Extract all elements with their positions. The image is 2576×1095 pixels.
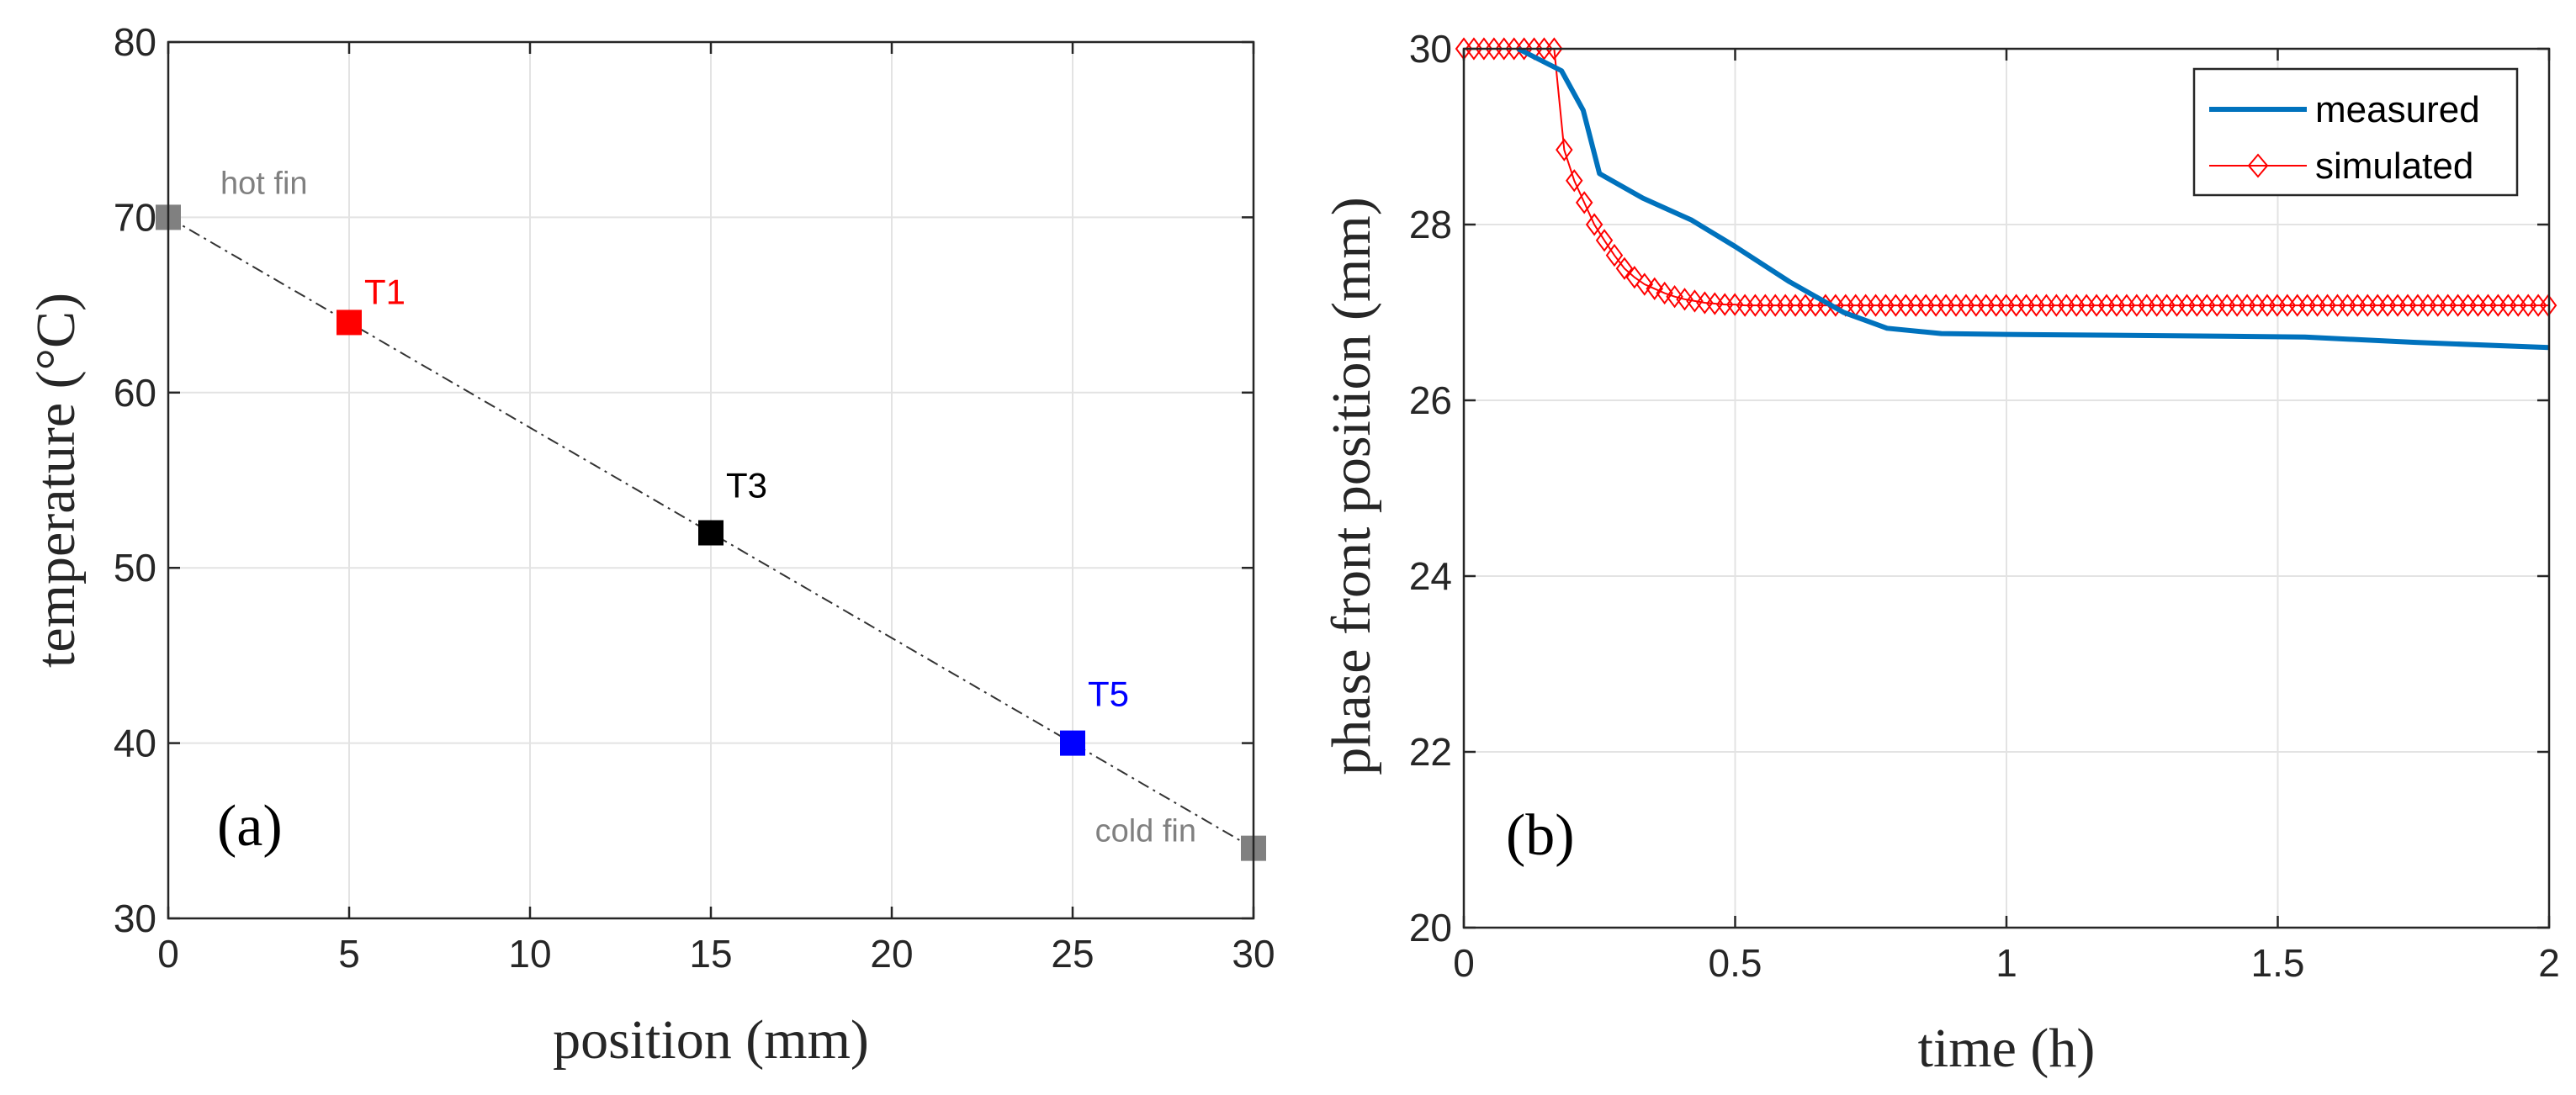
y-tick-label: 50	[114, 546, 156, 590]
panel-b: 0 0.5 1 1.5 2 20 22 24 26 28 30 (b) time (h) phas…	[1321, 27, 2560, 1079]
y-tick-label: 30	[1409, 27, 1452, 71]
x-tick-label: 20	[870, 932, 913, 976]
simulated-marker	[1635, 272, 1654, 296]
simulated-marker	[1595, 229, 1614, 252]
panel-b-axes-box	[1462, 47, 2551, 929]
point-t5	[1060, 730, 1085, 756]
y-tick-label: 30	[114, 897, 156, 940]
y-tick-label: 22	[1409, 730, 1452, 774]
panel-a-y-ticks: 30 40 50 60 70 80	[114, 20, 1254, 940]
x-tick-label: 1	[1996, 941, 2017, 985]
x-tick-label: 15	[689, 932, 732, 976]
simulated-marker	[1585, 213, 1603, 236]
simulated-marker	[1545, 37, 1563, 61]
legend-simulated-label: simulated	[2315, 145, 2473, 187]
simulated-marker	[1646, 277, 1663, 300]
series-simulated-markers	[1455, 37, 2557, 317]
x-tick-label: 0	[157, 932, 179, 976]
simulated-marker	[1615, 257, 1634, 280]
x-tick-label: 1.5	[2251, 941, 2305, 985]
legend-box	[2192, 67, 2519, 197]
legend-simulated-marker	[2247, 153, 2269, 178]
panel-a-axes-box	[167, 40, 1255, 920]
series-simulated-line	[1464, 48, 2549, 307]
y-tick-label: 26	[1409, 378, 1452, 422]
x-tick-label: 0	[1453, 941, 1475, 985]
simulated-marker	[1556, 138, 1573, 161]
panel-a-y-axis-label: temperature (°C)	[25, 293, 87, 668]
point-t1	[337, 309, 362, 336]
simulated-marker	[1605, 243, 1624, 267]
y-tick-label: 24	[1409, 554, 1452, 598]
y-tick-label: 40	[114, 722, 156, 765]
x-tick-label: 25	[1051, 932, 1094, 976]
point-label-cold-fin: cold fin	[1095, 814, 1196, 849]
point-label-t1: T1	[364, 272, 405, 311]
simulated-marker	[1676, 288, 1693, 311]
panel-b-y-ticks: 20 22 24 26 28 30	[1409, 27, 2549, 950]
x-tick-label: 30	[1232, 932, 1275, 976]
simulated-marker	[1575, 191, 1593, 214]
x-tick-label: 0.5	[1709, 941, 1762, 985]
legend-measured-label: measured	[2315, 89, 2480, 130]
x-tick-label: 10	[508, 932, 551, 976]
simulated-marker	[1625, 266, 1644, 289]
y-tick-label: 70	[114, 195, 156, 239]
panel-a-points: hot fin T1 T3 T5 cold fin	[156, 166, 1266, 861]
y-tick-label: 28	[1409, 203, 1452, 246]
point-label-t3: T3	[726, 466, 767, 505]
simulated-marker	[1566, 169, 1583, 193]
panel-b-y-axis-label: phase front position (mm)	[1321, 197, 1382, 775]
x-tick-label: 2	[2538, 941, 2560, 985]
x-tick-label: 5	[338, 932, 360, 976]
y-tick-label: 80	[114, 20, 156, 64]
panel-b-legend: measured simulated	[2192, 67, 2519, 197]
simulated-marker	[1656, 281, 1673, 305]
panel-b-x-axis-label: time (h)	[1918, 1018, 2096, 1079]
panel-a: 0 5 10 15 20 25 30 30 40 50 60 70 80 hot fin T1 T3 T5 c…	[25, 20, 1275, 1071]
panel-b-label: (b)	[1506, 803, 1575, 868]
series-measured-line	[1517, 46, 2550, 351]
y-tick-label: 20	[1409, 906, 1452, 950]
panel-a-x-axis-label: position (mm)	[553, 1009, 869, 1071]
panel-a-x-ticks: 0 5 10 15 20 25 30	[157, 42, 1275, 976]
panel-a-label: (a)	[217, 794, 283, 859]
point-label-hot-fin: hot fin	[220, 166, 308, 201]
panel-a-grid	[167, 41, 1254, 919]
simulated-marker	[1686, 289, 1704, 313]
y-tick-label: 60	[114, 371, 156, 415]
point-t3	[698, 520, 724, 546]
panel-b-series	[1455, 37, 2557, 351]
point-label-t5: T5	[1088, 674, 1129, 714]
simulated-marker	[1666, 285, 1683, 309]
